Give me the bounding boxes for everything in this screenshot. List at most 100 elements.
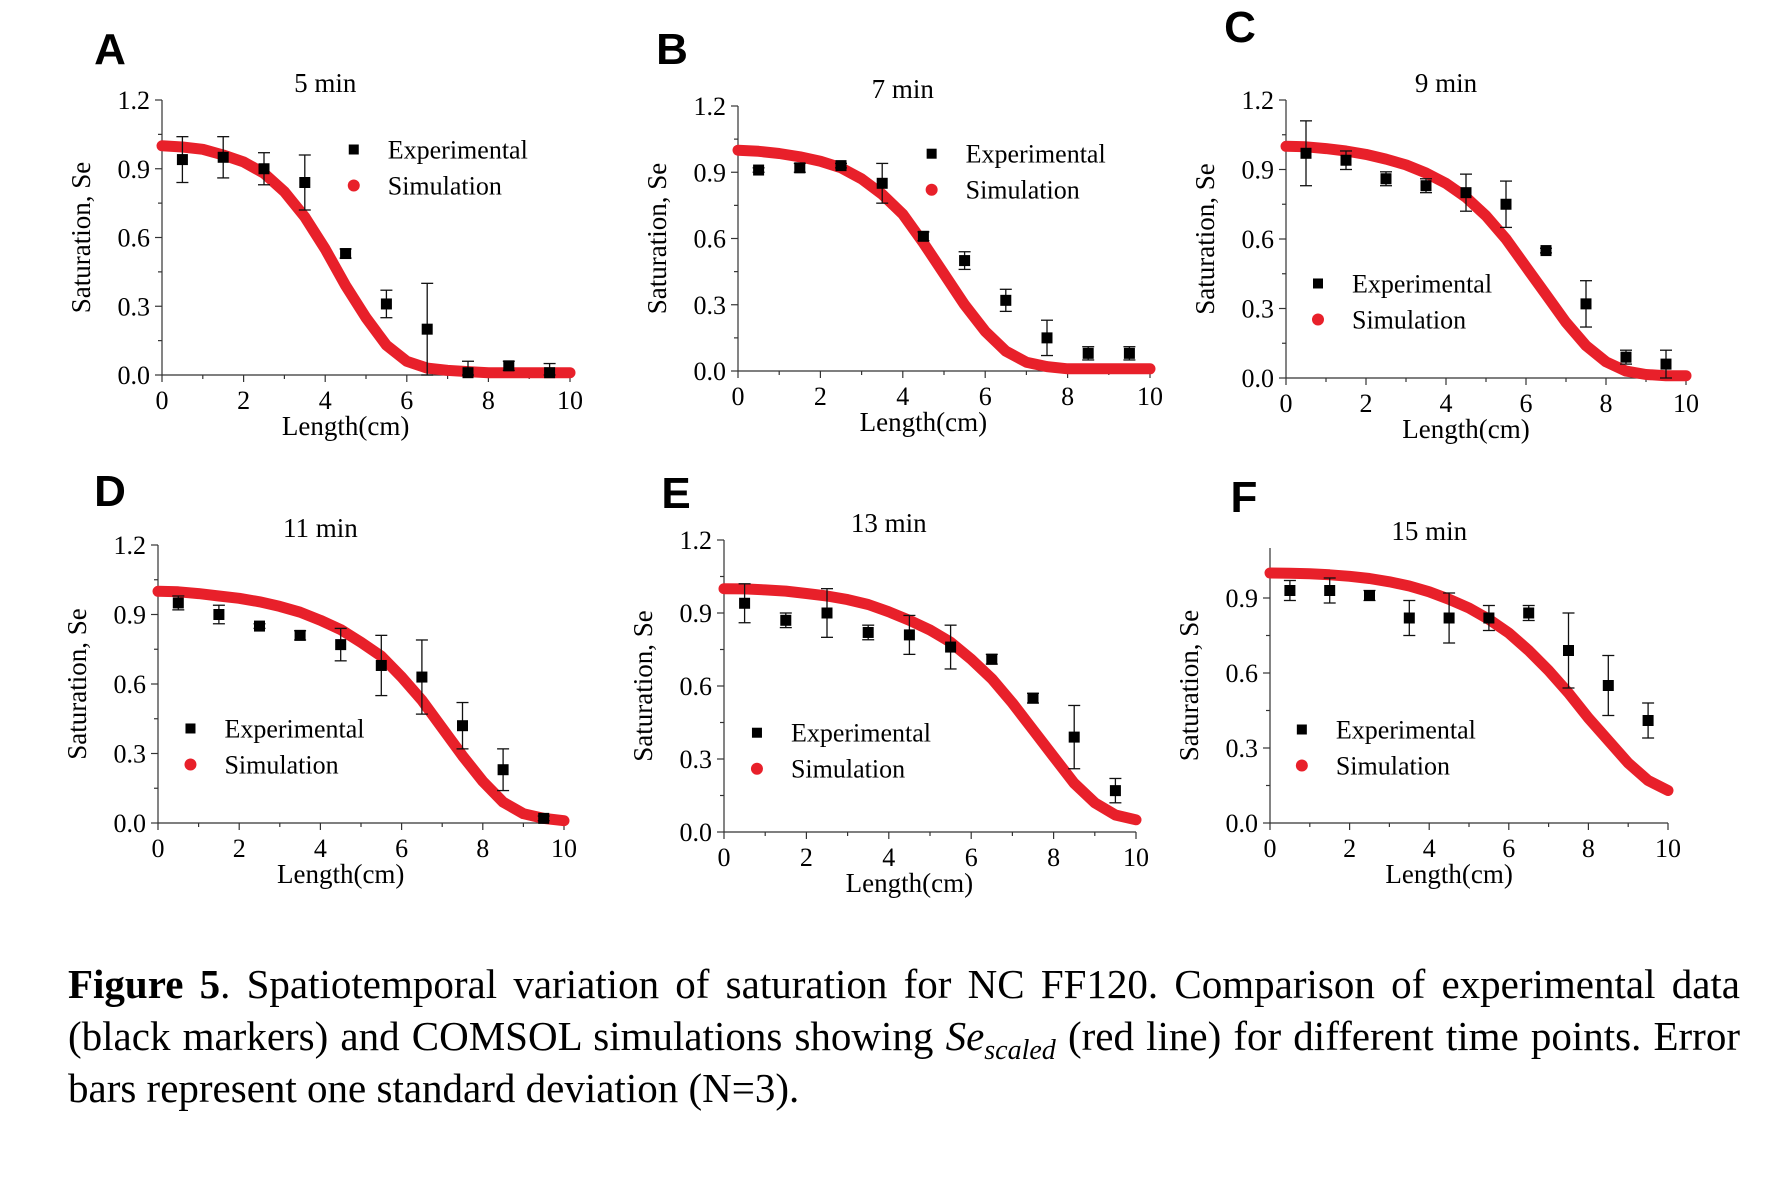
- experimental-point: [1403, 612, 1415, 624]
- experimental-point: [1420, 180, 1432, 192]
- panel-title: 15 min: [1391, 516, 1467, 546]
- experimental-point: [821, 607, 833, 619]
- chart-panel-c: C 9 min 0 2 4 6 8 10 0.0 0.3 0.6 0.9 1.2 Length(cm) Sa…: [1190, 3, 1699, 444]
- experimental-point: [299, 177, 311, 188]
- experimental-point: [457, 720, 468, 732]
- y-tick-label: 1.2: [680, 526, 713, 555]
- x-axis-label: Length(cm): [277, 859, 404, 889]
- experimental-point: [917, 230, 929, 242]
- legend: Experimental Simulation: [750, 719, 931, 784]
- experimental-point: [172, 597, 184, 609]
- experimental-point: [380, 298, 392, 310]
- x-axis-label: Length(cm): [282, 411, 409, 441]
- experimental-point: [794, 162, 806, 174]
- experimental-point: [1123, 347, 1135, 359]
- experimental-point: [1483, 612, 1495, 624]
- y-tick-label: 0.9: [1242, 156, 1275, 185]
- experimental-point: [1660, 358, 1672, 370]
- x-tick-label: 8: [482, 386, 495, 415]
- experimental-point: [959, 255, 971, 267]
- x-tick-label: 2: [1343, 834, 1356, 863]
- y-tick-label: 0.6: [694, 225, 727, 254]
- panel-letter: D: [94, 467, 126, 516]
- y-tick-label: 0.9: [694, 158, 727, 187]
- legend-label-experimental: Experimental: [388, 136, 528, 165]
- legend-marker-simulation: [750, 762, 763, 775]
- legend-label-simulation: Simulation: [388, 172, 502, 201]
- experimental-point: [1540, 245, 1552, 257]
- experimental-point: [538, 812, 550, 824]
- x-tick-label: 10: [1655, 834, 1681, 863]
- y-tick-label: 0.9: [680, 599, 713, 628]
- y-tick-label: 0.3: [1226, 734, 1259, 763]
- legend-label-simulation: Simulation: [1352, 305, 1466, 334]
- panel-letter: B: [656, 25, 688, 74]
- experimental-point: [375, 659, 387, 671]
- y-tick-label: 0.3: [1242, 295, 1275, 324]
- legend-label-simulation: Simulation: [1336, 752, 1450, 781]
- y-tick-label: 0.0: [1242, 364, 1275, 393]
- x-tick-label: 0: [1264, 834, 1277, 863]
- experimental-point: [1109, 785, 1121, 797]
- y-axis-label: Saturation, Se: [62, 608, 92, 759]
- experimental-point: [1300, 147, 1312, 159]
- legend: Experimental Simulation: [1312, 269, 1492, 334]
- panel-title: 7 min: [872, 74, 935, 104]
- experimental-point: [903, 629, 915, 641]
- experimental-point: [258, 163, 270, 175]
- panel-letter: C: [1224, 3, 1256, 52]
- legend-marker-simulation: [347, 179, 360, 192]
- caption-symbol-subscript: scaled: [984, 1035, 1056, 1067]
- x-tick-label: 8: [1061, 382, 1074, 411]
- x-tick-label: 4: [896, 382, 909, 411]
- x-tick-label: 6: [979, 382, 992, 411]
- x-axis-label: Length(cm): [846, 868, 973, 898]
- caption-text-1: . Spatiotemporal variation of saturation…: [68, 961, 1740, 1059]
- experimental-point: [1284, 585, 1296, 596]
- experimental-point: [416, 671, 428, 683]
- x-tick-label: 4: [314, 834, 327, 863]
- x-tick-label: 0: [1280, 389, 1293, 418]
- chart-panel-f: F 15 min 0 2 4 6 8 10 0.0 0.3 0.6 0.9 Length(cm) Satu…: [1174, 473, 1681, 889]
- experimental-point: [217, 151, 229, 163]
- experimental-point: [1068, 731, 1080, 743]
- experimental-point: [1460, 187, 1472, 199]
- y-tick-label: 0.0: [694, 357, 727, 386]
- experimental-point: [421, 323, 433, 335]
- panel-letter: F: [1231, 473, 1258, 522]
- caption-symbol: Se: [945, 1013, 985, 1059]
- legend-marker-simulation: [1312, 313, 1324, 326]
- y-tick-label: 0.3: [694, 291, 727, 320]
- figure-panels: A 5 min 0 2 4 6 8 10 0.0 0.3 0.6 0.9 1.2 Length(cm) Sa…: [62, 3, 1699, 898]
- y-tick-label: 1.2: [694, 92, 727, 121]
- y-axis-label: Saturation, Se: [642, 163, 672, 314]
- experimental-point: [862, 626, 874, 638]
- legend: Experimental Simulation: [1295, 716, 1476, 781]
- x-tick-label: 8: [1582, 834, 1595, 863]
- y-tick-label: 0.6: [118, 224, 151, 253]
- experimental-point: [340, 248, 352, 260]
- x-tick-label: 10: [1673, 389, 1699, 418]
- x-axis-label: Length(cm): [1385, 859, 1512, 889]
- legend-label-experimental: Experimental: [1352, 269, 1492, 298]
- y-axis-label: Saturation, Se: [1174, 610, 1204, 761]
- simulation-curve: [732, 144, 1156, 375]
- x-tick-label: 6: [1502, 834, 1515, 863]
- experimental-point: [780, 614, 792, 626]
- panel-title: 13 min: [851, 508, 927, 538]
- x-tick-label: 2: [1360, 389, 1373, 418]
- simulation-curve: [718, 583, 1142, 826]
- legend-marker-simulation: [925, 183, 938, 196]
- experimental-point: [835, 160, 847, 172]
- legend: Experimental Simulation: [184, 714, 365, 779]
- x-tick-label: 6: [400, 386, 413, 415]
- experimental-point: [1324, 585, 1336, 596]
- legend-label-experimental: Experimental: [791, 719, 931, 748]
- y-tick-label: 0.0: [1226, 809, 1259, 838]
- legend-marker-experimental: [1313, 278, 1323, 289]
- experimental-point: [753, 164, 765, 176]
- experimental-point: [294, 629, 306, 641]
- experimental-point: [335, 639, 347, 651]
- chart-panel-a: A 5 min 0 2 4 6 8 10 0.0 0.3 0.6 0.9 1.2 Length(cm) Sa…: [66, 25, 583, 441]
- experimental-point: [1602, 680, 1614, 691]
